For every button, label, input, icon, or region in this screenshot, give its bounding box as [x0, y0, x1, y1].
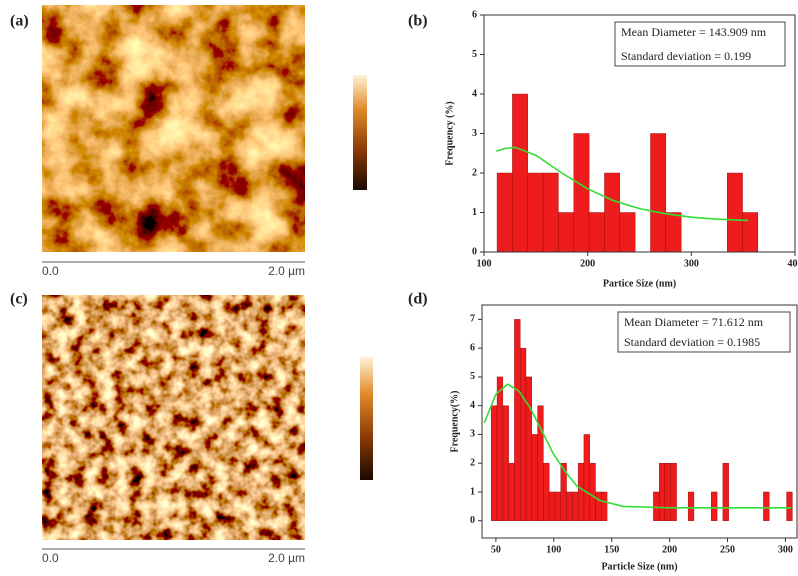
bar	[531, 434, 538, 521]
bar	[525, 376, 532, 521]
bar	[604, 172, 621, 253]
bar	[664, 463, 671, 521]
annotation-box	[617, 311, 791, 353]
x-axis-label: Partice Size (nm)	[603, 278, 676, 289]
y-tick-label: 0	[470, 515, 475, 526]
fit-curve	[483, 383, 792, 509]
x-tick-label: 200	[580, 258, 595, 269]
y-tick-label: 2	[472, 167, 477, 178]
panel-label: (d)	[408, 291, 428, 308]
x-tick-label: 100	[546, 544, 561, 555]
y-axis-label: Frequency (%)	[444, 101, 455, 166]
panel-label: (a)	[10, 13, 29, 30]
bar	[577, 463, 585, 521]
y-tick-label: 5	[470, 371, 475, 382]
annotation: Mean Diameter = 71.612 nm	[624, 315, 764, 329]
annotation: Standard deviation = 0.1985	[624, 335, 760, 349]
bar	[727, 172, 743, 253]
bar	[543, 463, 550, 521]
bar	[786, 491, 793, 521]
y-tick-label: 1	[472, 207, 477, 218]
bar	[558, 212, 574, 253]
y-axis-label: Frequency(%)	[449, 390, 460, 452]
x-tick-label: 250	[720, 544, 735, 555]
x-tick-label: 150	[604, 544, 619, 555]
bar	[496, 376, 504, 521]
annotation: Standard deviation = 0.199	[621, 49, 751, 63]
bar	[588, 212, 605, 253]
x-tick-label: 200	[662, 544, 677, 555]
annotation: Mean Diameter = 143.909 nm	[621, 25, 767, 39]
x-tick-label: 400	[788, 258, 798, 269]
bar	[665, 212, 682, 253]
x-tick-label: 50	[491, 544, 501, 555]
x-tick-label: 300	[778, 544, 793, 555]
bar	[711, 491, 718, 521]
bar	[508, 463, 515, 521]
x-axis-label: Particle Size (nm)	[601, 561, 677, 572]
scale-end: 2.0 µm	[268, 264, 305, 278]
panel-label: (c)	[10, 291, 28, 308]
y-tick-label: 4	[472, 88, 477, 99]
scale-start: 0.0	[42, 551, 59, 565]
x-tick-label: 100	[477, 258, 492, 269]
bar	[502, 405, 509, 521]
y-tick-label: 3	[470, 429, 475, 440]
bar	[601, 491, 608, 521]
bar	[763, 491, 770, 521]
bar	[595, 491, 602, 521]
color-bar	[353, 75, 367, 190]
scale-start: 0.0	[42, 264, 59, 278]
bar	[491, 405, 498, 521]
afm-image	[42, 5, 305, 252]
x-tick-label: 300	[684, 258, 699, 269]
bar	[658, 463, 666, 521]
bar	[573, 133, 590, 253]
bar	[670, 463, 677, 521]
bar	[722, 463, 729, 521]
bar	[572, 491, 579, 521]
y-tick-label: 5	[472, 49, 477, 60]
bar	[650, 133, 667, 253]
scale-end: 2.0 µm	[268, 551, 305, 565]
bar	[583, 434, 590, 521]
bar	[542, 172, 559, 253]
bar	[742, 212, 759, 253]
y-tick-label: 4	[470, 400, 475, 411]
bar	[687, 491, 695, 521]
y-tick-label: 2	[470, 458, 475, 469]
bar	[527, 172, 544, 253]
bar	[589, 463, 596, 521]
y-tick-label: 7	[470, 314, 475, 325]
bar	[619, 212, 636, 253]
y-tick-label: 1	[470, 486, 475, 497]
panel-label: (b)	[408, 13, 428, 30]
color-bar	[360, 357, 373, 480]
bar	[514, 319, 521, 521]
y-tick-label: 6	[470, 342, 475, 353]
y-tick-label: 0	[472, 246, 477, 257]
afm-image	[42, 295, 305, 540]
bar	[653, 491, 660, 521]
fit-curve	[496, 146, 749, 222]
bar	[512, 93, 528, 253]
bar	[520, 347, 527, 521]
annotation-box	[614, 21, 786, 67]
bar	[566, 491, 573, 521]
bar	[554, 491, 561, 521]
y-tick-label: 3	[472, 128, 477, 139]
bar	[496, 172, 513, 253]
bar	[548, 491, 556, 521]
plot-frame	[481, 304, 798, 539]
y-tick-label: 6	[472, 9, 477, 20]
